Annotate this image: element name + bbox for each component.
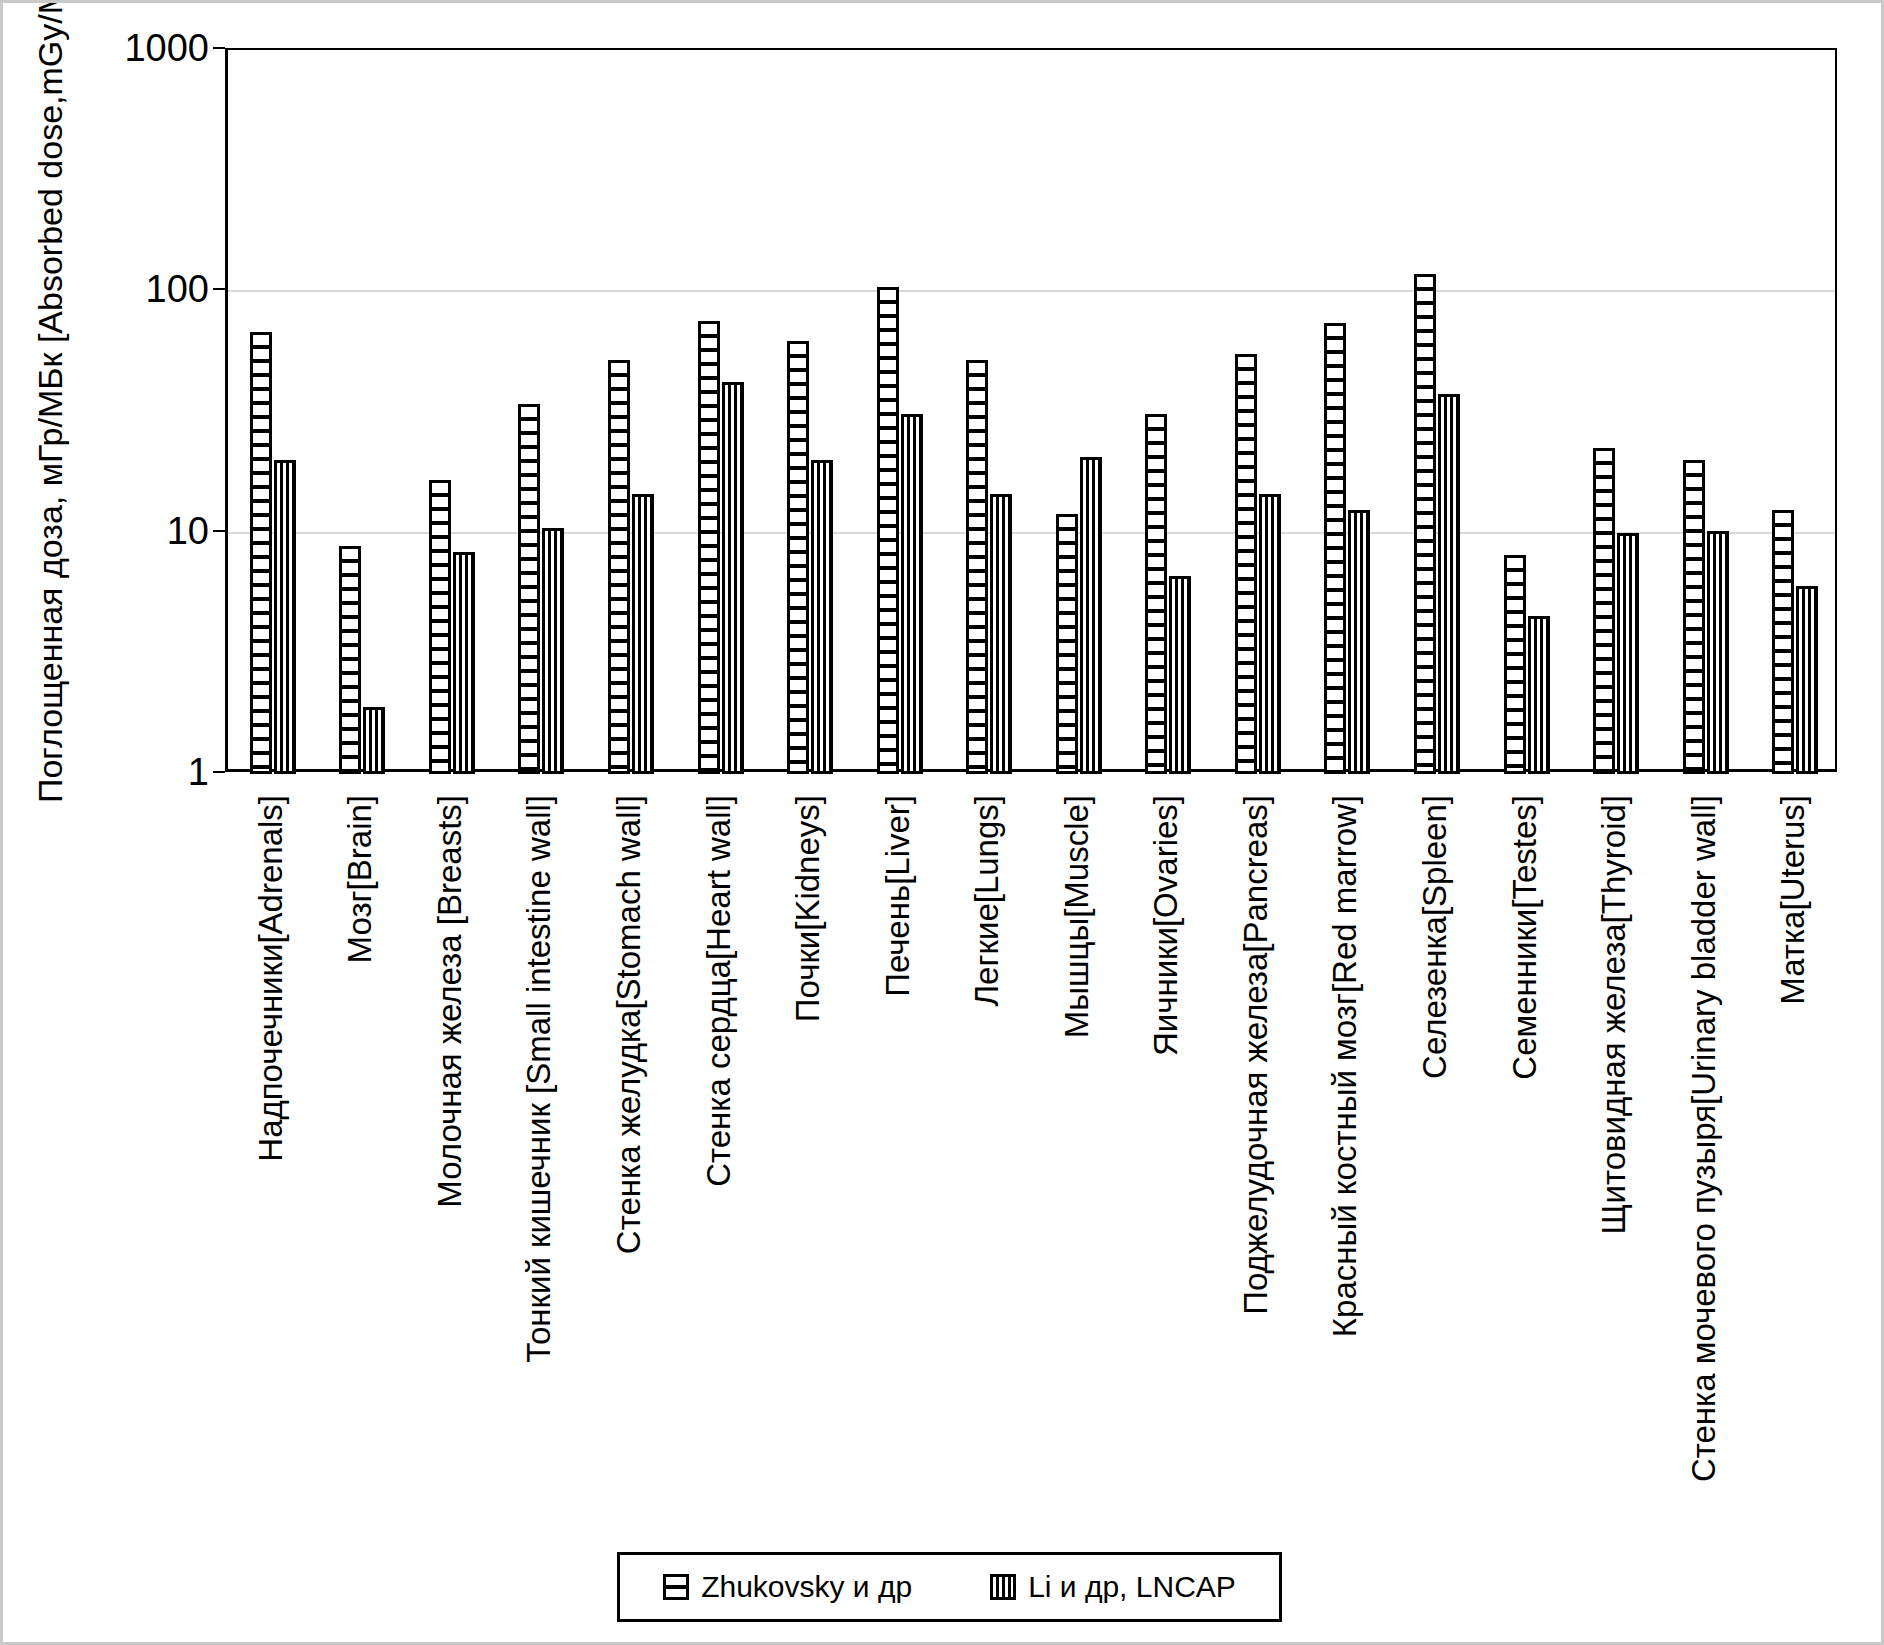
organ-dose-bar-chart: Поглощенная доза, мГр/МБк [Absorbed dose…	[0, 0, 1884, 1645]
bar	[1528, 616, 1550, 774]
x-axis-label: Щитовидная железа[Thyroid]	[1596, 795, 1632, 1495]
gridline-100	[228, 290, 1835, 292]
x-axis-label: Стенка сердца[Heart wall]	[701, 795, 737, 1495]
x-axis-label: Поджелудочная железа[Pancreas]	[1238, 795, 1274, 1495]
x-axis-label: Почки[Kidneys]	[790, 795, 826, 1495]
bar	[990, 494, 1012, 774]
y-tick-label: 1	[39, 752, 209, 792]
bar	[429, 480, 451, 774]
bar	[1080, 457, 1102, 774]
bar	[1056, 514, 1078, 774]
y-axis-title: Поглощенная доза, мГр/МБк [Absorbed dose…	[30, 23, 70, 803]
bar	[1772, 510, 1794, 774]
bar	[542, 528, 564, 774]
bar	[339, 546, 361, 774]
bar	[1683, 460, 1705, 774]
y-tick-mark	[213, 288, 225, 290]
x-axis-label: Стенка мочевого пузыря[Urinary bladder w…	[1686, 795, 1722, 1495]
bar	[787, 341, 809, 774]
bar	[966, 360, 988, 774]
bar	[1259, 494, 1281, 774]
bar	[1438, 394, 1460, 774]
bar	[632, 494, 654, 774]
y-tick-label: 1000	[39, 28, 209, 68]
x-axis-label: Мышцы[Muscle]	[1059, 795, 1095, 1495]
y-tick-mark	[213, 47, 225, 49]
x-axis-label: Тонкий кишечник [Small intestine wall]	[521, 795, 557, 1495]
x-axis-label: Стенка желудка[Stomach wall]	[611, 795, 647, 1495]
bar	[877, 287, 899, 774]
bar	[1796, 586, 1818, 774]
bar	[1707, 531, 1729, 774]
x-axis-label: Селезенка[Spleen]	[1417, 795, 1453, 1495]
x-axis-label: Яичники[Ovaries]	[1148, 795, 1184, 1495]
bar	[1617, 533, 1639, 774]
bar	[608, 360, 630, 774]
bar	[1145, 414, 1167, 774]
y-tick-mark	[213, 771, 225, 773]
legend: Zhukovsky и др Li и др, LNCAP	[617, 1552, 1282, 1622]
vertical-stripes-swatch-icon	[990, 1574, 1016, 1600]
bar	[811, 460, 833, 774]
legend-label: Zhukovsky и др	[701, 1570, 912, 1604]
bar	[698, 321, 720, 774]
horizontal-stripes-swatch-icon	[663, 1574, 689, 1600]
bar	[518, 404, 540, 774]
bar	[722, 382, 744, 774]
x-axis-label: Легкие[Lungs]	[969, 795, 1005, 1495]
y-tick-mark	[213, 530, 225, 532]
bar	[363, 707, 385, 774]
bar	[1235, 354, 1257, 774]
plot-area	[225, 48, 1837, 772]
x-axis-label: Семенники[Testes]	[1507, 795, 1543, 1495]
bar	[1593, 448, 1615, 774]
bar	[1169, 576, 1191, 774]
x-axis-label: Печень[Liver]	[880, 795, 916, 1495]
y-tick-label: 10	[39, 511, 209, 551]
x-axis-label: Молочная железа [Breasts]	[432, 795, 468, 1495]
bar	[250, 332, 272, 774]
bar	[1324, 323, 1346, 774]
bar	[1414, 274, 1436, 774]
x-axis-label: Мозг[Brain]	[342, 795, 378, 1495]
legend-item: Li и др, LNCAP	[990, 1570, 1236, 1604]
x-axis-label: Надпочечники[Adrenals]	[253, 795, 289, 1495]
bar	[901, 414, 923, 774]
legend-item: Zhukovsky и др	[663, 1570, 912, 1604]
x-axis-label: Матка[Uterus]	[1775, 795, 1811, 1495]
bar	[453, 552, 475, 774]
legend-label: Li и др, LNCAP	[1028, 1570, 1236, 1604]
x-axis-label: Красный костный мозг[Red marrow]	[1327, 795, 1363, 1495]
bar	[1348, 510, 1370, 774]
bar	[1504, 555, 1526, 774]
bar	[274, 460, 296, 774]
y-tick-label: 100	[39, 269, 209, 309]
